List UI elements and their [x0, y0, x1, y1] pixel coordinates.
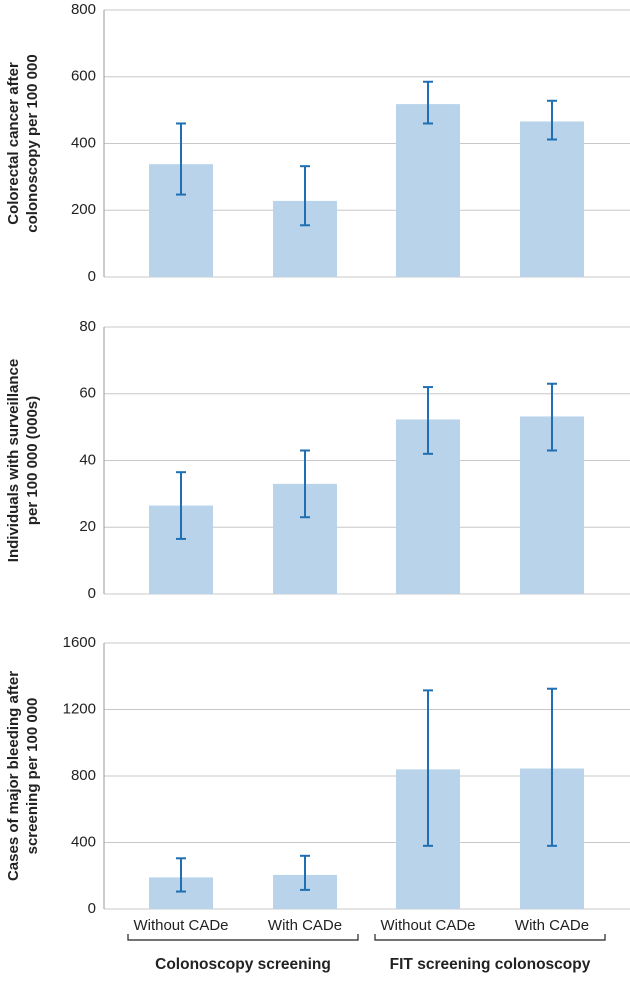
y-tick-label: 400 — [71, 134, 96, 151]
error-bar — [176, 122, 186, 196]
y-tick-label: 80 — [79, 318, 96, 335]
error-bar — [300, 449, 310, 519]
y-tick-label: 0 — [88, 268, 96, 285]
y-tick-label: 40 — [79, 451, 96, 468]
group-label: FIT screening colonoscopy — [390, 956, 591, 973]
y-tick-label: 0 — [88, 900, 96, 917]
y-axis-label: screening per 100 000 — [24, 698, 41, 855]
group-bracket — [127, 934, 359, 941]
x-tick-label: Without CADe — [380, 917, 475, 934]
error-bar — [176, 857, 186, 893]
y-axis-label: per 100 000 (000s) — [24, 396, 41, 525]
bar — [396, 104, 460, 278]
y-tick-label: 200 — [71, 201, 96, 218]
y-tick-label: 800 — [71, 1, 96, 18]
error-bar — [300, 854, 310, 891]
x-tick-label: With CADe — [268, 917, 342, 934]
y-tick-label: 0 — [88, 585, 96, 602]
x-tick-label: With CADe — [515, 917, 589, 934]
y-tick-label: 1600 — [63, 634, 96, 651]
error-bar — [547, 687, 557, 847]
error-bar — [423, 80, 433, 125]
error-bar — [547, 382, 557, 452]
error-bar — [423, 689, 433, 847]
y-axis-label: colonoscopy per 100 000 — [24, 54, 41, 232]
y-axis-label: Cases of major bleeding after — [5, 671, 22, 881]
y-tick-label: 600 — [71, 68, 96, 85]
group-label: Colonoscopy screening — [155, 956, 331, 973]
y-tick-label: 1200 — [63, 700, 96, 717]
error-bar — [547, 99, 557, 141]
group-bracket — [374, 934, 606, 941]
y-axis-label: Individuals with surveillance — [5, 359, 22, 562]
y-tick-label: 400 — [71, 833, 96, 850]
error-bar — [423, 386, 433, 455]
y-axis-label: Colorectal cancer after — [5, 62, 22, 225]
x-tick-label: Without CADe — [133, 917, 228, 934]
y-tick-label: 20 — [79, 518, 96, 535]
error-bar — [300, 165, 310, 227]
error-bar — [176, 471, 186, 540]
bar — [520, 121, 584, 277]
y-tick-label: 60 — [79, 385, 96, 402]
y-tick-label: 800 — [71, 767, 96, 784]
